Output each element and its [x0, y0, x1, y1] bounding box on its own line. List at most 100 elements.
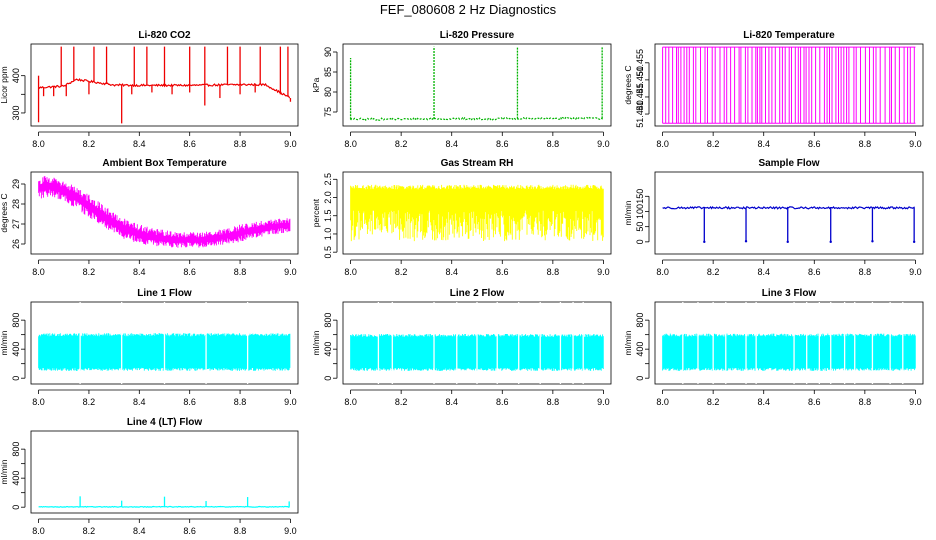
y-tick-label: 51.445 [635, 83, 645, 111]
plot-frame [30, 430, 299, 514]
y-tick-label: 100 [635, 204, 645, 219]
x-tick-label: 8.6 [808, 397, 821, 407]
chart-title: Li-820 Pressure [440, 30, 515, 41]
x-tick-label: 8.4 [757, 139, 770, 149]
x-axis: 8.0 8.2 8.4 8.6 8.8 9.0 [656, 389, 922, 407]
chart-rh: Gas Stream RH percent 8.0 8.2 8.4 8.6 8.8 9.0 0.… [311, 158, 612, 277]
x-axis: 8.0 8.2 8.4 8.6 8.8 9.0 [32, 131, 297, 149]
y-axis-label: ml/min [0, 330, 9, 355]
sample_flow-series-line [662, 205, 915, 210]
x-tick-label: 8.6 [496, 267, 509, 277]
plot-area [662, 205, 916, 244]
x-tick-label: 8.2 [395, 397, 408, 407]
y-tick-label: 0 [323, 376, 333, 381]
x-tick-label: 8.4 [133, 397, 146, 407]
y-axis-label: ml/min [623, 200, 633, 225]
x-tick-label: 8.2 [395, 267, 408, 277]
y-axis: 26 27 28 29 [11, 179, 26, 249]
x-tick-label: 8.0 [32, 139, 45, 149]
x-tick-label: 9.0 [597, 139, 610, 149]
x-axis: 8.0 8.2 8.4 8.6 8.8 9.0 [32, 518, 297, 536]
x-tick-label: 8.8 [234, 267, 247, 277]
y-tick-label: 400 [323, 342, 333, 357]
chart-title: Line 4 (LT) Flow [127, 417, 203, 428]
y-tick-label: 51.450 [635, 66, 645, 94]
spike-point [871, 240, 874, 243]
y-axis: 0.5 1.0 1.5 2.0 2.5 [323, 173, 338, 259]
x-axis: 8.0 8.2 8.4 8.6 8.8 9.0 [344, 259, 610, 277]
x-tick-label: 8.6 [496, 139, 509, 149]
x-tick-label: 9.0 [284, 267, 297, 277]
y-tick-label: 150 [635, 189, 645, 204]
chart-title: Line 2 Flow [450, 288, 505, 299]
plot-area [38, 176, 291, 248]
chart-line1: Line 1 Flow ml/min 8.0 8.2 8.4 8.6 8.8 9.0 0 400 8… [0, 288, 299, 407]
chart-line2: Line 2 Flow ml/min 8.0 8.2 8.4 8.6 8.8 9.0 0 400 8… [311, 288, 612, 407]
x-tick-label: 8.4 [757, 267, 770, 277]
y-tick-label: 1.0 [323, 228, 333, 241]
x-tick-label: 8.8 [547, 139, 560, 149]
x-tick-label: 8.4 [445, 397, 458, 407]
plot-frame [654, 301, 924, 385]
chart-title: Li-820 CO2 [138, 30, 191, 41]
x-tick-label: 8.0 [32, 526, 45, 536]
x-tick-label: 8.8 [234, 397, 247, 407]
plot-area [350, 184, 604, 242]
y-tick-label: 1.5 [323, 209, 333, 222]
x-tick-label: 8.2 [83, 267, 96, 277]
y-axis-label: percent [311, 198, 321, 227]
x-tick-label: 8.4 [133, 139, 146, 149]
y-axis-label: ml/min [623, 330, 633, 355]
y-tick-label: 2.5 [323, 173, 333, 186]
x-tick-label: 8.0 [344, 397, 357, 407]
y-axis: 300 400 [11, 68, 26, 120]
x-tick-label: 8.8 [859, 397, 872, 407]
x-tick-label: 8.0 [656, 267, 669, 277]
x-tick-label: 8.0 [344, 267, 357, 277]
x-tick-label: 8.2 [83, 397, 96, 407]
temp-toggles [662, 47, 915, 124]
spike-point [829, 240, 832, 244]
x-tick-label: 8.0 [32, 397, 45, 407]
x-tick-label: 8.6 [183, 397, 196, 407]
x-tick-label: 9.0 [284, 139, 297, 149]
x-tick-label: 9.0 [284, 397, 297, 407]
x-tick-label: 8.2 [83, 139, 96, 149]
x-tick-label: 8.4 [757, 397, 770, 407]
y-tick-label: 0.5 [323, 246, 333, 259]
x-tick-label: 9.0 [909, 267, 922, 277]
y-axis-label: ml/min [311, 330, 321, 355]
y-tick-label: 50 [635, 222, 645, 232]
x-axis: 8.0 8.2 8.4 8.6 8.8 9.0 [344, 131, 610, 149]
spike-point [912, 240, 916, 244]
x-axis: 8.0 8.2 8.4 8.6 8.8 9.0 [32, 259, 297, 277]
x-axis: 8.0 8.2 8.4 8.6 8.8 9.0 [656, 259, 922, 277]
x-tick-label: 8.2 [395, 139, 408, 149]
plot-frame [654, 171, 924, 255]
y-tick-label: 400 [11, 342, 21, 357]
chart-title: Ambient Box Temperature [102, 158, 227, 169]
x-tick-label: 8.4 [133, 526, 146, 536]
x-tick-label: 8.2 [83, 526, 96, 536]
y-tick-label: 0 [11, 376, 21, 381]
y-tick-label: 29 [11, 179, 21, 189]
x-tick-label: 8.6 [183, 139, 196, 149]
chart-title: Line 1 Flow [137, 288, 192, 299]
y-tick-label: 800 [11, 313, 21, 328]
spike-point [703, 240, 706, 244]
rh-band [350, 184, 604, 242]
x-tick-label: 8.8 [547, 267, 560, 277]
x-axis: 8.0 8.2 8.4 8.6 8.8 9.0 [656, 131, 922, 149]
y-axis-label: degrees C [0, 193, 9, 232]
chart-title: Gas Stream RH [441, 158, 514, 169]
x-tick-label: 8.8 [547, 397, 560, 407]
y-axis: 0 400 800 [323, 313, 338, 381]
x-tick-label: 8.2 [707, 397, 720, 407]
y-tick-label: 0 [635, 239, 645, 244]
plot-frame [30, 43, 299, 127]
x-tick-label: 9.0 [909, 397, 922, 407]
y-tick-label: 400 [11, 471, 21, 486]
